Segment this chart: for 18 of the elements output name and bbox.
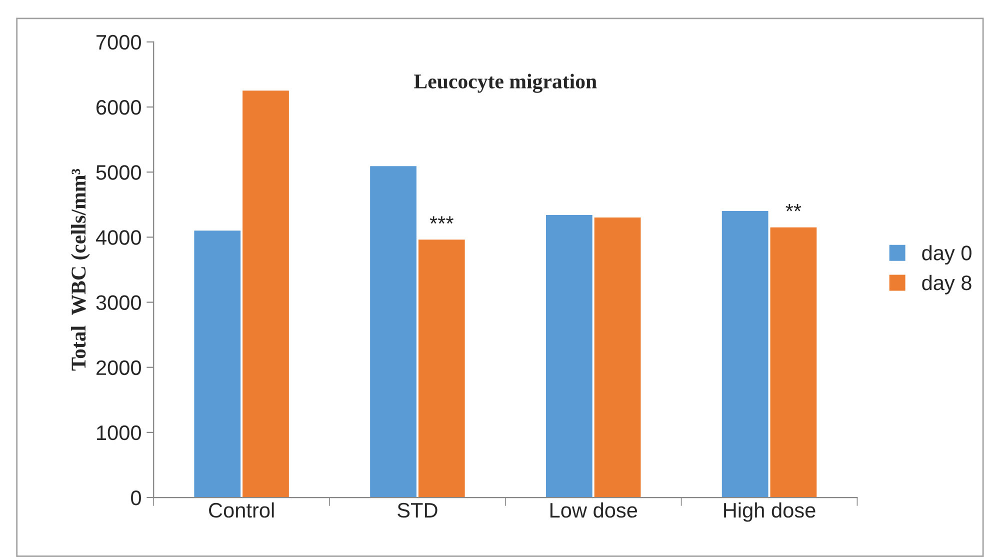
y-tick-label: 0 [131, 490, 141, 506]
x-tick-label: High dose [724, 502, 816, 522]
y-tick-label: 5000 [96, 165, 141, 180]
y-tick-label: 4000 [96, 230, 141, 245]
y-tick-label: 1000 [97, 425, 141, 440]
text: Leucocyte migration [414, 74, 597, 93]
y-tick-label: 7000 [96, 34, 141, 50]
legend-label: day 0 [922, 245, 972, 265]
y-tick-label: 3000 [96, 295, 141, 310]
y-tick-label: 2000 [96, 360, 141, 376]
x-tick-label: Control [209, 502, 274, 518]
x-tick-label: Low dose [550, 502, 638, 518]
annotation: ** [786, 204, 802, 212]
y-tick-label: 6000 [96, 100, 141, 115]
y-axis-title: Total WBC (cells/mm³ [71, 168, 90, 371]
x-tick-label: STD [398, 502, 438, 518]
annotation: *** [430, 216, 454, 224]
legend-label: day 8 [922, 274, 972, 294]
